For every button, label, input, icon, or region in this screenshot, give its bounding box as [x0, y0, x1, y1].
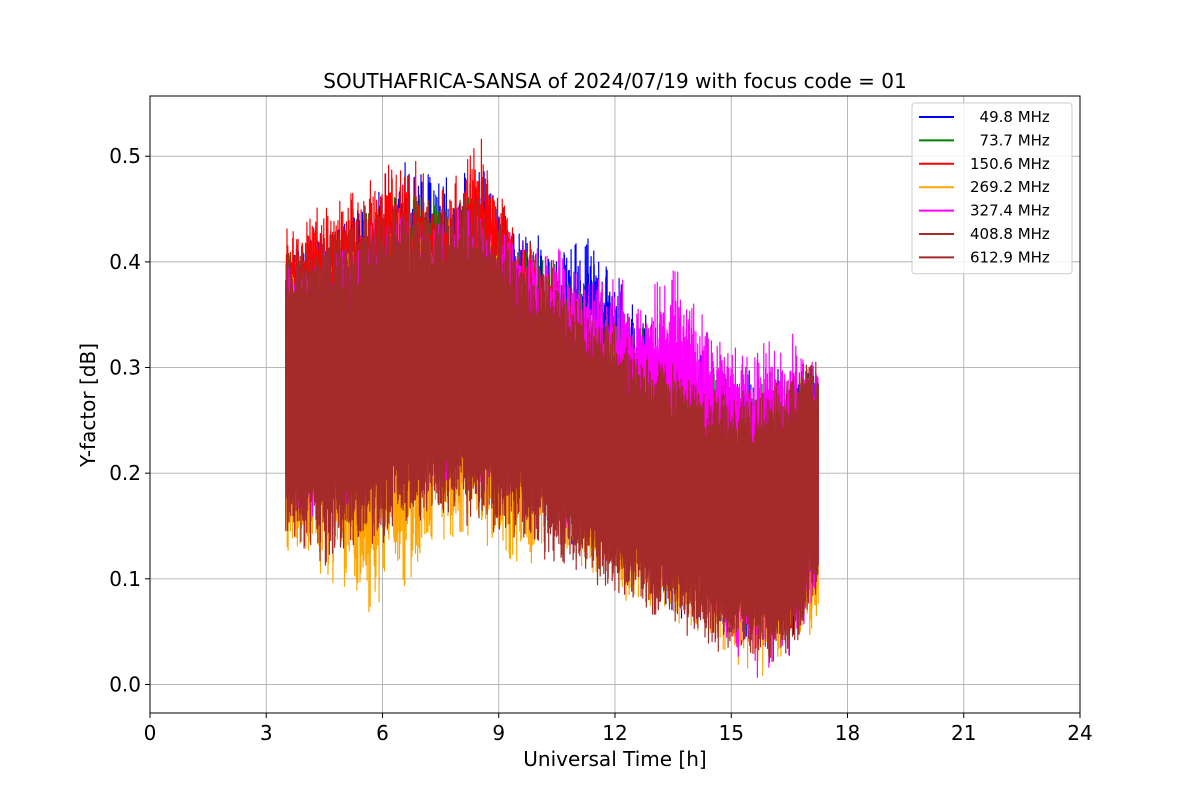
- legend-label: 49.8 MHz: [970, 108, 1050, 126]
- y-tick-label: 0.5: [109, 144, 141, 168]
- legend-box: [911, 102, 1073, 275]
- y-tick-label: 0.4: [109, 250, 141, 274]
- x-tick-label: 15: [719, 721, 744, 745]
- series-layer: [285, 138, 819, 678]
- x-tick-label: 3: [260, 721, 273, 745]
- y-tick-label: 0.2: [109, 461, 141, 485]
- x-tick-label: 12: [602, 721, 627, 745]
- series-line: [285, 197, 819, 662]
- legend-label: 612.9 MHz: [970, 248, 1050, 266]
- y-tick-label: 0.0: [109, 672, 141, 696]
- legend-label: 73.7 MHz: [970, 131, 1050, 149]
- x-axis-label: Universal Time [h]: [523, 747, 706, 771]
- x-tick-label: 21: [951, 721, 976, 745]
- legend-label: 408.8 MHz: [970, 225, 1050, 243]
- legend-label: 269.2 MHz: [970, 178, 1050, 196]
- legend-label: 150.6 MHz: [970, 155, 1050, 173]
- x-tick-label: 9: [492, 721, 505, 745]
- y-axis: 0.0 0.1 0.2 0.3 0.4 0.5: [109, 144, 150, 696]
- x-axis: 0 3 6 9 12 15 18 21 24: [144, 713, 1093, 745]
- x-tick-label: 18: [835, 721, 860, 745]
- legend: 49.8 MHz 73.7 MHz 150.6 MHz 269.2 MHz 327.4…: [911, 102, 1073, 275]
- x-tick-label: 24: [1067, 721, 1092, 745]
- y-tick-label: 0.1: [109, 567, 141, 591]
- chart-title: SOUTHAFRICA-SANSA of 2024/07/19 with foc…: [323, 69, 907, 93]
- y-axis-label: Y-factor [dB]: [76, 343, 100, 468]
- y-tick-label: 0.3: [109, 356, 141, 380]
- x-tick-label: 6: [376, 721, 389, 745]
- legend-label: 327.4 MHz: [970, 202, 1050, 220]
- x-tick-label: 0: [144, 721, 157, 745]
